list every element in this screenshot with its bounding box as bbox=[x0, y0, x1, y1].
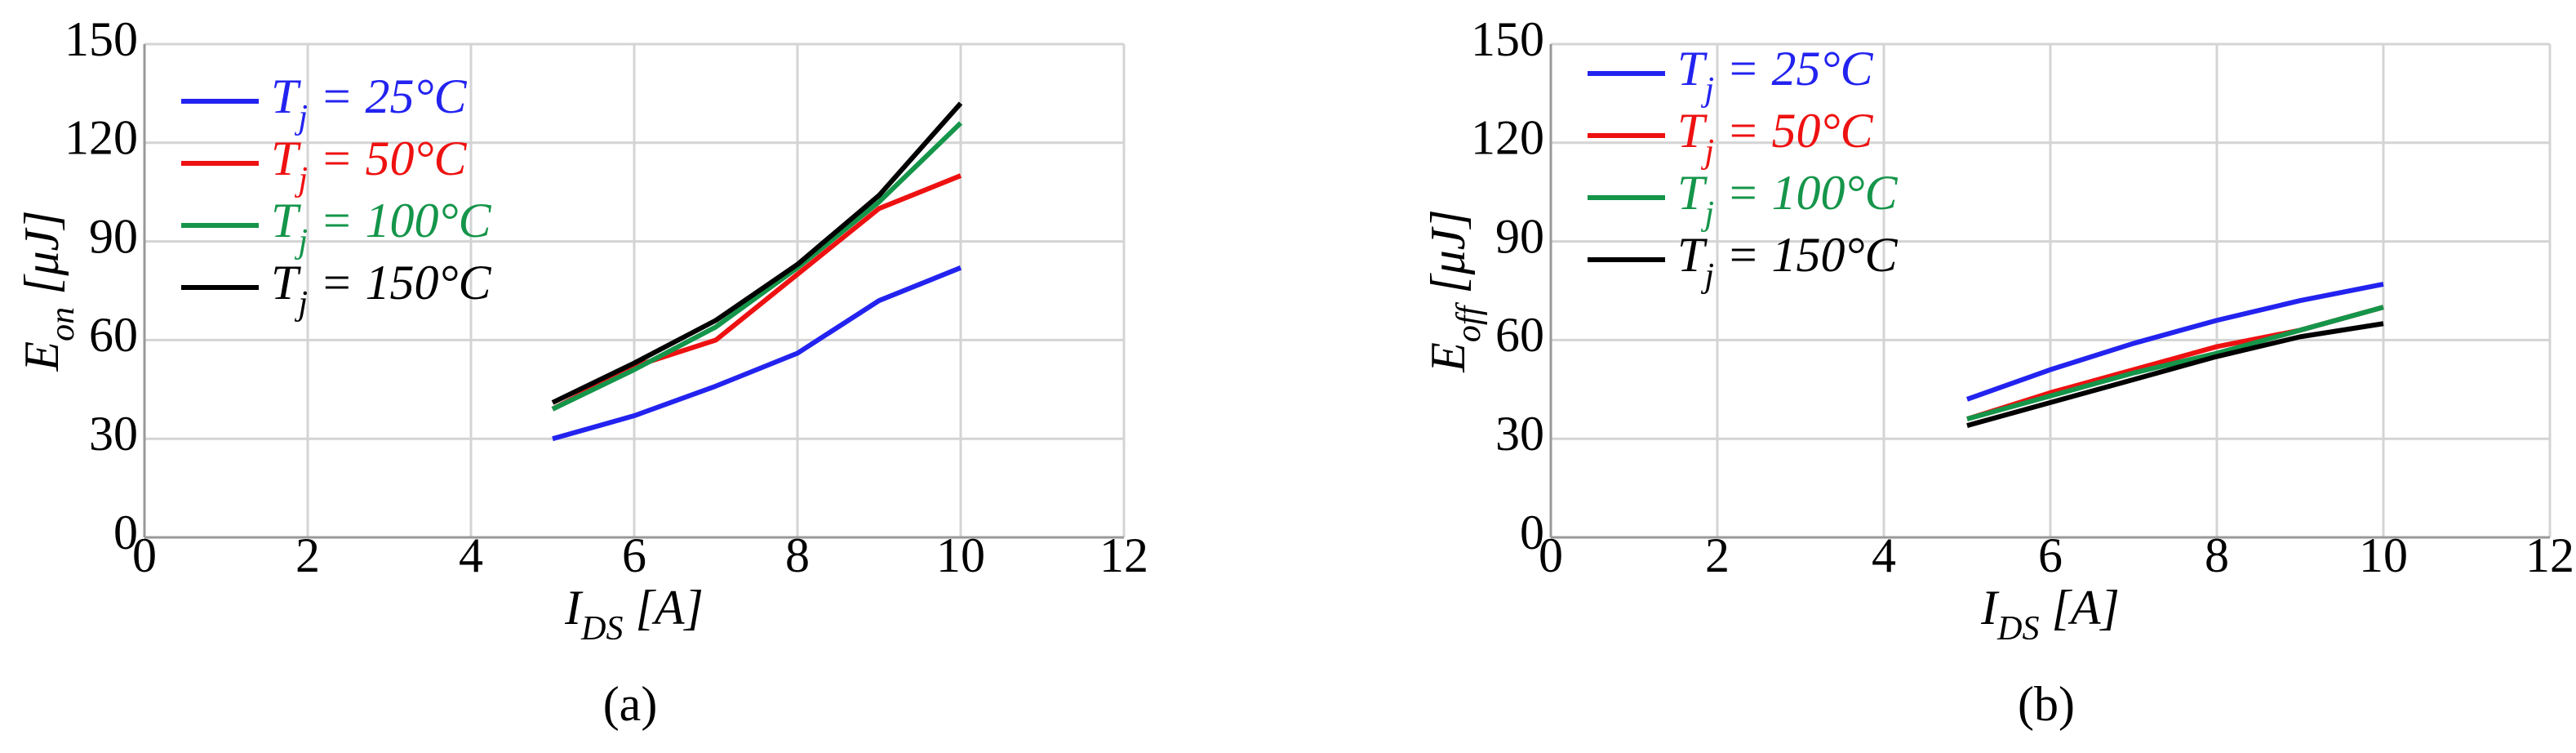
data-line bbox=[551, 173, 962, 412]
x-axis-label: IDS [A] bbox=[564, 581, 704, 648]
label-part: off bbox=[1450, 301, 1488, 342]
label-part: T bbox=[271, 256, 301, 310]
label-part: T bbox=[1677, 104, 1708, 158]
data-line bbox=[551, 121, 963, 412]
label-part: j bbox=[294, 223, 308, 261]
label-part: on bbox=[44, 307, 82, 341]
y-tick-label: 30 bbox=[89, 407, 138, 461]
data-line bbox=[551, 101, 963, 405]
data-line bbox=[1965, 282, 2384, 402]
y-tick-label: 0 bbox=[113, 506, 138, 559]
y-tick-label: 150 bbox=[1471, 12, 1544, 66]
label-part: = 25°C bbox=[308, 69, 467, 123]
legend-label: Tj = 150°C bbox=[271, 256, 492, 323]
label-part: [μJ] bbox=[15, 210, 69, 306]
label-part: = 100°C bbox=[308, 194, 491, 247]
y-axis-label: Eon [μJ] bbox=[15, 210, 82, 372]
label-part: = 50°C bbox=[308, 131, 467, 185]
label-part: = 50°C bbox=[1714, 104, 1873, 158]
label-part: T bbox=[271, 69, 301, 123]
label-part: = 25°C bbox=[1714, 42, 1873, 96]
legend-label: Tj = 25°C bbox=[271, 69, 468, 136]
label-part: DS bbox=[580, 610, 623, 648]
y-tick-label: 60 bbox=[89, 308, 138, 362]
data-line bbox=[1966, 305, 2384, 421]
label-part: T bbox=[1677, 42, 1708, 96]
label-part: = 100°C bbox=[1714, 166, 1898, 220]
legend-label: Tj = 50°C bbox=[271, 131, 468, 198]
label-part: [μJ] bbox=[1421, 209, 1475, 305]
label-part: T bbox=[271, 131, 301, 185]
legend-label: Tj = 50°C bbox=[1677, 104, 1874, 171]
label-part: T bbox=[1677, 228, 1708, 282]
label-part: [A] bbox=[2039, 581, 2119, 635]
x-axis-label: IDS [A] bbox=[1980, 581, 2120, 648]
legend-label: Tj = 100°C bbox=[271, 194, 492, 261]
label-part: j bbox=[1700, 71, 1714, 109]
y-tick-label: 60 bbox=[1495, 308, 1544, 362]
label-part: T bbox=[271, 194, 301, 247]
data-line bbox=[552, 265, 962, 442]
label-part: E bbox=[1421, 342, 1475, 373]
label-part: = 150°C bbox=[308, 256, 491, 310]
legend-label: Tj = 100°C bbox=[1677, 166, 1899, 233]
y-tick-label: 90 bbox=[1495, 209, 1544, 263]
label-part: j bbox=[294, 99, 308, 136]
y-tick-label: 120 bbox=[1471, 111, 1544, 165]
label-part: T bbox=[1677, 166, 1708, 220]
y-tick-label: 90 bbox=[89, 209, 138, 263]
legend-label: Tj = 150°C bbox=[1677, 228, 1899, 295]
legend-label: Tj = 25°C bbox=[1677, 42, 1874, 109]
label-part: I bbox=[564, 581, 584, 635]
label-part: j bbox=[294, 285, 308, 323]
label-part: = 150°C bbox=[1714, 228, 1898, 282]
label-part: [A] bbox=[623, 581, 703, 635]
y-tick-label: 120 bbox=[64, 111, 138, 165]
label-part: DS bbox=[1996, 610, 2039, 648]
label-part: j bbox=[1700, 195, 1714, 233]
label-part: j bbox=[1700, 133, 1714, 171]
caption: (a) bbox=[603, 677, 658, 731]
label-part: j bbox=[294, 161, 308, 198]
y-axis-label: Eoff [μJ] bbox=[1421, 209, 1488, 372]
y-tick-label: 30 bbox=[1495, 407, 1544, 461]
y-tick-label: 0 bbox=[1520, 506, 1544, 559]
y-tick-label: 150 bbox=[64, 12, 138, 66]
label-part: E bbox=[15, 341, 69, 372]
label-part: j bbox=[1700, 257, 1714, 295]
data-line bbox=[1966, 321, 2384, 428]
label-part: I bbox=[1980, 581, 2000, 635]
caption: (b) bbox=[2018, 677, 2075, 731]
